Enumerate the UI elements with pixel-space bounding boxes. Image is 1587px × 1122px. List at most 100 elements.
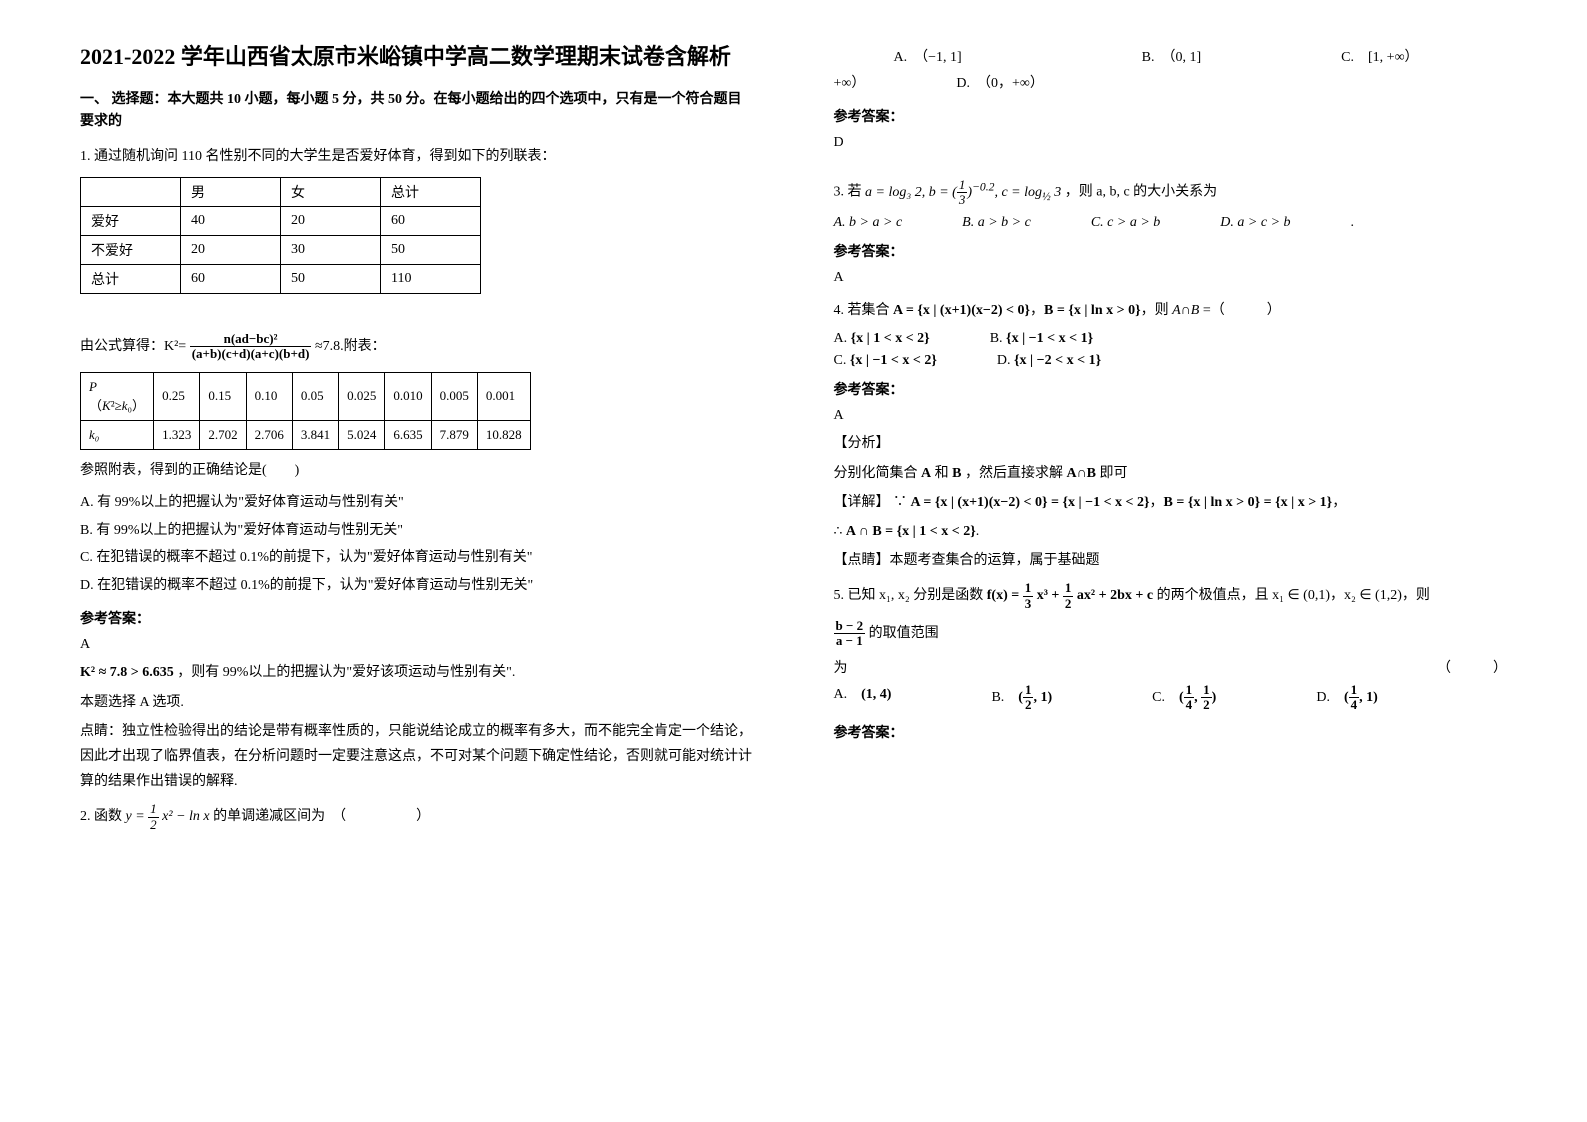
q2-stem: 2. 函数 y = 12 x² − ln x 的单调递减区间为 （ ） bbox=[80, 802, 754, 832]
q5-paren: （ ） bbox=[1437, 657, 1507, 677]
q4-analysis1: 分别化简集合 A 和 B ，然后直接求解 A∩B 即可 bbox=[834, 461, 1508, 486]
q1-optB: B. 有 99%以上的把握认为"爱好体育运动与性别无关" bbox=[80, 519, 754, 543]
r3c1: 60 bbox=[181, 264, 281, 293]
pv-r1-3: 0.05 bbox=[292, 372, 338, 420]
q5-wei-row: 为 （ ） bbox=[834, 657, 1508, 677]
q4-stem: 4. 若集合 A = {x | (x+1)(x−2) < 0}，B = {x |… bbox=[834, 298, 1508, 323]
q4-options-row2: C. {x | −1 < x < 2} D. {x | −2 < x < 1} bbox=[834, 353, 1508, 369]
pv-r1-label: P（K²≥k₀） bbox=[81, 372, 154, 420]
q4-detail-h: 【详解】 bbox=[834, 495, 890, 510]
q3-answer: A bbox=[834, 267, 1508, 289]
pv-r1-4: 0.025 bbox=[339, 372, 385, 420]
th-male: 男 bbox=[181, 177, 281, 206]
q5-answer-header: 参考答案： bbox=[834, 722, 1508, 742]
q5-options: A. (1, 4) B. (12, 1) C. (14, 12) D. (14,… bbox=[834, 683, 1508, 713]
q4-point: 【点睛】本题考查集合的运算，属于基础题 bbox=[834, 548, 1508, 573]
formula-den: (a+b)(c+d)(a+c)(b+d) bbox=[190, 347, 312, 361]
pv-r1-2: 0.10 bbox=[246, 372, 292, 420]
r2c3: 50 bbox=[381, 235, 481, 264]
q5-optB: B. (12, 1) bbox=[991, 683, 1052, 713]
pv-r2-7: 10.828 bbox=[477, 420, 530, 449]
q2-optC: C. [1, +∞） bbox=[1341, 46, 1418, 66]
r3c2: 50 bbox=[281, 264, 381, 293]
q5-ratio-suffix: 的取值范围 bbox=[869, 626, 939, 641]
pv-r2-4: 5.024 bbox=[339, 420, 385, 449]
q5-ratio-den: a − 1 bbox=[834, 634, 866, 648]
th-empty bbox=[81, 177, 181, 206]
q4-answer-header: 参考答案： bbox=[834, 379, 1508, 399]
q4-detail2: ∴ A ∩ B = {x | 1 < x < 2}. bbox=[834, 519, 1508, 544]
pv-r2-3: 3.841 bbox=[292, 420, 338, 449]
q3-optB: B. a > b > c bbox=[962, 215, 1031, 231]
q2-prefix: 2. 函数 bbox=[80, 809, 126, 824]
q1-explain1: K² ≈ 7.8 > 6.635 ，则有 99%以上的把握认为"爱好该项运动与性… bbox=[80, 660, 754, 685]
q1-contingency-table: 男 女 总计 爱好 40 20 60 不爱好 20 30 50 总计 60 50… bbox=[80, 177, 481, 294]
pv-r2-2: 2.706 bbox=[246, 420, 292, 449]
q2-optB: B. （0, 1] bbox=[1142, 46, 1202, 66]
q3-answer-header: 参考答案： bbox=[834, 241, 1508, 261]
r2c0: 不爱好 bbox=[81, 235, 181, 264]
q1-explain2: 本题选择 A 选项. bbox=[80, 690, 754, 715]
q2-optA: A. （−1, 1] bbox=[894, 46, 962, 66]
q1-answer: A bbox=[80, 634, 754, 656]
q1-pvalue-table: P（K²≥k₀） 0.25 0.15 0.10 0.05 0.025 0.010… bbox=[80, 372, 531, 450]
r1c3: 60 bbox=[381, 206, 481, 235]
q2-options-row2: +∞） D. （0，+∞） bbox=[834, 72, 1508, 96]
q1-optA: A. 有 99%以上的把握认为"爱好体育运动与性别有关" bbox=[80, 491, 754, 515]
q5-wei: 为 bbox=[834, 657, 848, 677]
q5-prefix: 5. 已知 x₁, x₂ 分别是函数 bbox=[834, 588, 987, 603]
pv-r2-1: 2.702 bbox=[200, 420, 246, 449]
q4-detail: 【详解】 ∵ A = {x | (x+1)(x−2) < 0} = {x | −… bbox=[834, 490, 1508, 515]
pv-r2-6: 7.879 bbox=[431, 420, 477, 449]
r2c2: 30 bbox=[281, 235, 381, 264]
formula-suffix: ≈7.8.附表： bbox=[315, 339, 386, 354]
q4-options-row1: A. {x | 1 < x < 2} B. {x | −1 < x < 1} bbox=[834, 331, 1508, 347]
q5-suffix: 的两个极值点，且 x₁ ∈ (0,1)，x₂ ∈ (1,2)，则 bbox=[1157, 588, 1430, 603]
q5-ratio: b − 2 a − 1 的取值范围 bbox=[834, 619, 1508, 649]
left-column: 2021-2022 学年山西省太原市米峪镇中学高二数学理期末试卷含解析 一、 选… bbox=[60, 40, 794, 1082]
q5-optD: D. (14, 1) bbox=[1316, 683, 1377, 713]
r3c0: 总计 bbox=[81, 264, 181, 293]
q3-prefix: 3. 若 bbox=[834, 185, 866, 200]
pv-r2-label: k₀ bbox=[81, 420, 154, 449]
formula-prefix: 由公式算得：K²= bbox=[80, 339, 186, 354]
r1c0: 爱好 bbox=[81, 206, 181, 235]
pv-r1-0: 0.25 bbox=[154, 372, 200, 420]
q5-ratio-num: b − 2 bbox=[834, 619, 866, 634]
q3-optC: C. c > a > b bbox=[1091, 215, 1160, 231]
q2-answer-header: 参考答案： bbox=[834, 106, 1508, 126]
th-female: 女 bbox=[281, 177, 381, 206]
q5-optA: A. (1, 4) bbox=[834, 683, 892, 713]
page-title: 2021-2022 学年山西省太原市米峪镇中学高二数学理期末试卷含解析 bbox=[80, 40, 754, 73]
q5-optC: C. (14, 12) bbox=[1152, 683, 1216, 713]
r1c1: 40 bbox=[181, 206, 281, 235]
q1-optD: D. 在犯错误的概率不超过 0.1%的前提下，认为"爱好体育运动与性别无关" bbox=[80, 574, 754, 598]
right-column: A. （−1, 1] B. （0, 1] C. [1, +∞） +∞） D. （… bbox=[794, 40, 1528, 1082]
r1c2: 20 bbox=[281, 206, 381, 235]
q2-answer: D bbox=[834, 132, 1508, 154]
q2-options-row1: A. （−1, 1] B. （0, 1] C. [1, +∞） bbox=[834, 46, 1508, 66]
q1-answer-header: 参考答案： bbox=[80, 608, 754, 628]
q4-optA: A. {x | 1 < x < 2} bbox=[834, 331, 930, 347]
q1-explain3: 点睛：独立性检验得出的结论是带有概率性质的，只能说结论成立的概率有多大，而不能完… bbox=[80, 719, 754, 795]
pv-r2-5: 6.635 bbox=[385, 420, 431, 449]
pv-r1-7: 0.001 bbox=[477, 372, 530, 420]
q4-optB: B. {x | −1 < x < 1} bbox=[990, 331, 1093, 347]
q3-options: A. b > a > c B. a > b > c C. c > a > b D… bbox=[834, 215, 1508, 231]
pv-r1-6: 0.005 bbox=[431, 372, 477, 420]
q4-answer: A bbox=[834, 405, 1508, 427]
pv-r1-5: 0.010 bbox=[385, 372, 431, 420]
q1-formula: 由公式算得：K²= n(ad−bc)² (a+b)(c+d)(a+c)(b+d)… bbox=[80, 332, 754, 362]
pv-r2-0: 1.323 bbox=[154, 420, 200, 449]
q3-stem: 3. 若 a = log₃ 2, b = (13)−0.2, c = log½ … bbox=[834, 176, 1508, 207]
formula-num: n(ad−bc)² bbox=[190, 332, 312, 347]
r2c1: 20 bbox=[181, 235, 281, 264]
q3-suffix: ，则 a, b, c 的大小关系为 bbox=[1065, 185, 1217, 200]
q2-suffix: 的单调递减区间为 （ ） bbox=[213, 809, 430, 824]
q5-stem: 5. 已知 x₁, x₂ 分别是函数 f(x) = 13 x³ + 12 ax²… bbox=[834, 581, 1508, 611]
q3-optD: D. a > c > b bbox=[1220, 215, 1290, 231]
q1-optC: C. 在犯错误的概率不超过 0.1%的前提下，认为"爱好体育运动与性别有关" bbox=[80, 546, 754, 570]
q4-optC: C. {x | −1 < x < 2} bbox=[834, 353, 937, 369]
q4-optD: D. {x | −2 < x < 1} bbox=[997, 353, 1101, 369]
q2-optD: D. （0，+∞） bbox=[956, 76, 1044, 91]
